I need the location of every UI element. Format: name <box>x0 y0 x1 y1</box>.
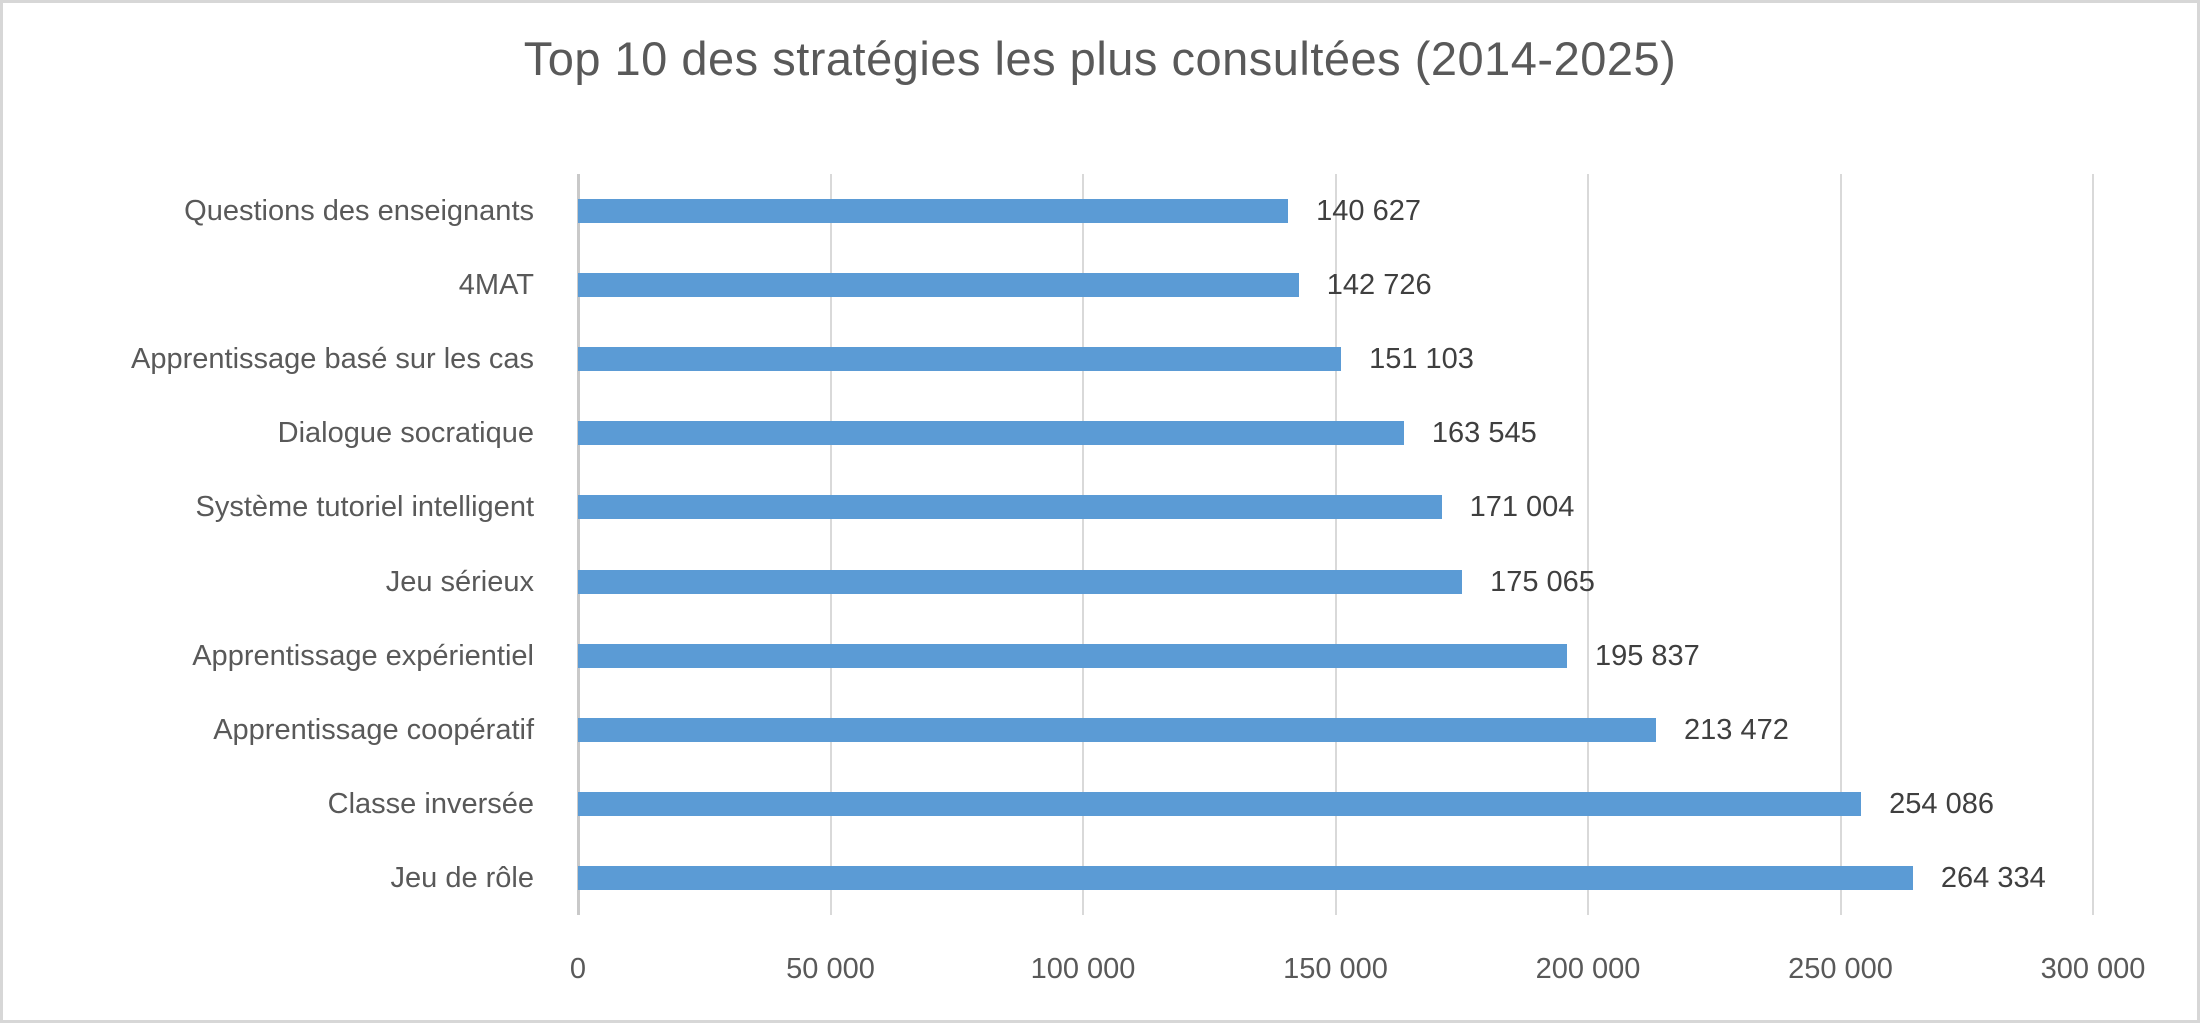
value-label: 195 837 <box>1594 639 1700 672</box>
x-tick-label: 100 000 <box>1030 953 1136 985</box>
bar-1 <box>578 199 1289 224</box>
category-label: Apprentissage basé sur les cas <box>131 343 534 376</box>
plot-area: 140 627 142 726 151 103 163 545 171 004 175 0… <box>577 174 2094 915</box>
x-tick-label: 50 000 <box>786 953 875 985</box>
chart-title: Top 10 des stratégies les plus consultée… <box>523 32 1677 85</box>
value-label: 163 545 <box>1431 417 1537 450</box>
value-label: 151 103 <box>1369 343 1474 376</box>
category-axis: Questions des enseignants 4MAT Apprentissa… <box>3 174 556 915</box>
x-tick-label: 0 <box>569 953 587 985</box>
x-tick-label: 200 000 <box>1535 953 1641 985</box>
x-tick-label: 250 000 <box>1788 953 1893 985</box>
value-label: 264 334 <box>1940 861 2046 894</box>
gridline <box>1334 174 1337 915</box>
bar-2 <box>578 273 1299 298</box>
category-label: Jeu de rôle <box>390 861 535 894</box>
category-label: 4MAT <box>458 269 534 302</box>
gridline <box>2092 174 2094 915</box>
bar-6 <box>578 569 1463 594</box>
bar-7 <box>578 643 1567 668</box>
value-label: 213 472 <box>1684 713 1789 746</box>
category-label: Apprentissage expérientiel <box>192 639 534 672</box>
bar-3 <box>578 347 1342 372</box>
value-label: 140 627 <box>1316 195 1421 228</box>
value-label: 142 726 <box>1326 269 1432 302</box>
x-tick-label: 150 000 <box>1283 953 1388 985</box>
bar-5 <box>578 495 1442 520</box>
x-tick-label: 300 000 <box>2040 953 2146 985</box>
x-axis: 0 50 000 100 000 150 000 200 000 250 000 300 0… <box>3 943 2197 995</box>
category-label: Classe inversée <box>327 787 534 820</box>
category-label: Jeu sérieux <box>385 565 534 598</box>
category-label: Questions des enseignants <box>184 195 534 228</box>
bar-10 <box>578 865 1913 890</box>
bar-9 <box>578 791 1862 816</box>
gridline <box>829 174 832 915</box>
y-axis-line <box>577 174 580 915</box>
bar-8 <box>578 717 1657 742</box>
value-label: 171 004 <box>1469 491 1575 524</box>
value-label: 175 065 <box>1490 565 1595 598</box>
gridline <box>1082 174 1084 915</box>
category-label: Apprentissage coopératif <box>213 713 534 746</box>
value-label: 254 086 <box>1889 787 1994 820</box>
bar-4 <box>578 421 1404 446</box>
gridline <box>1839 174 1842 915</box>
gridline <box>1587 174 1589 915</box>
category-label: Dialogue socratique <box>277 417 534 450</box>
category-label: Système tutoriel intelligent <box>195 491 535 524</box>
